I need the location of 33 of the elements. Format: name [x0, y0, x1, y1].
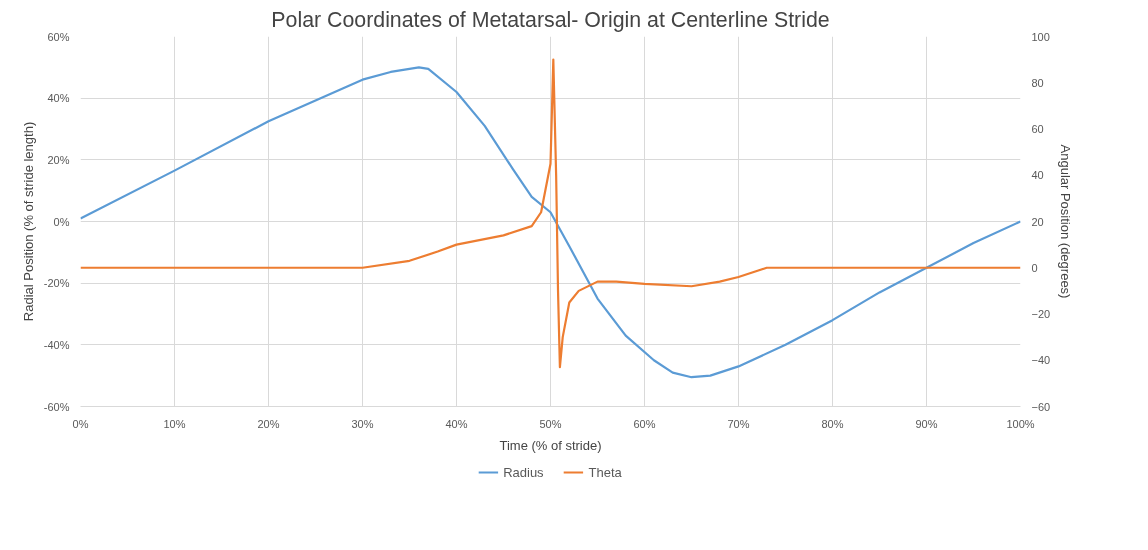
y-tick-label: -60%	[43, 400, 70, 413]
y2-tick-label: 40	[1031, 169, 1044, 182]
x-tick-label: 40%	[445, 417, 468, 430]
y-tick-label: 40%	[47, 92, 70, 105]
x-axis-title: Time (% of stride)	[499, 437, 602, 453]
y2-tick-label: 60	[1031, 123, 1044, 135]
legend-label: Radius	[503, 464, 544, 480]
y-axis-title: Radial Position (% of stride length)	[20, 121, 36, 322]
y2-axis-title: Angular Position (degrees)	[1058, 144, 1074, 299]
x-tick-label: 70%	[727, 417, 750, 430]
legend-label: Theta	[588, 464, 622, 480]
x-tick-label: 50%	[539, 417, 562, 430]
y2-tick-label: −60	[1031, 400, 1051, 413]
x-tick-label: 80%	[821, 417, 844, 430]
x-tick-label: 90%	[915, 417, 938, 430]
x-tick-label: 10%	[163, 417, 186, 430]
y2-tick-label: 100	[1031, 30, 1050, 43]
y-tick-label: -40%	[43, 338, 70, 351]
y-tick-label: 60%	[47, 30, 70, 43]
chart-title: Polar Coordinates of Metatarsal- Origin at Centerline Stride	[271, 7, 830, 32]
x-tick-label: 0%	[72, 417, 89, 430]
y2-tick-label: 20	[1031, 215, 1044, 228]
y2-tick-label: 80	[1031, 76, 1044, 89]
x-tick-label: 20%	[257, 417, 280, 430]
y-tick-label: -20%	[43, 277, 70, 290]
y2-tick-label: −40	[1031, 354, 1051, 367]
x-tick-label: 100%	[1006, 417, 1035, 430]
y2-tick-label: 0	[1031, 261, 1038, 274]
y-tick-label: 20%	[47, 153, 70, 166]
x-tick-label: 30%	[351, 417, 374, 430]
y2-tick-label: −20	[1031, 308, 1051, 320]
x-tick-label: 60%	[633, 417, 656, 430]
y-tick-label: 0%	[53, 215, 70, 228]
